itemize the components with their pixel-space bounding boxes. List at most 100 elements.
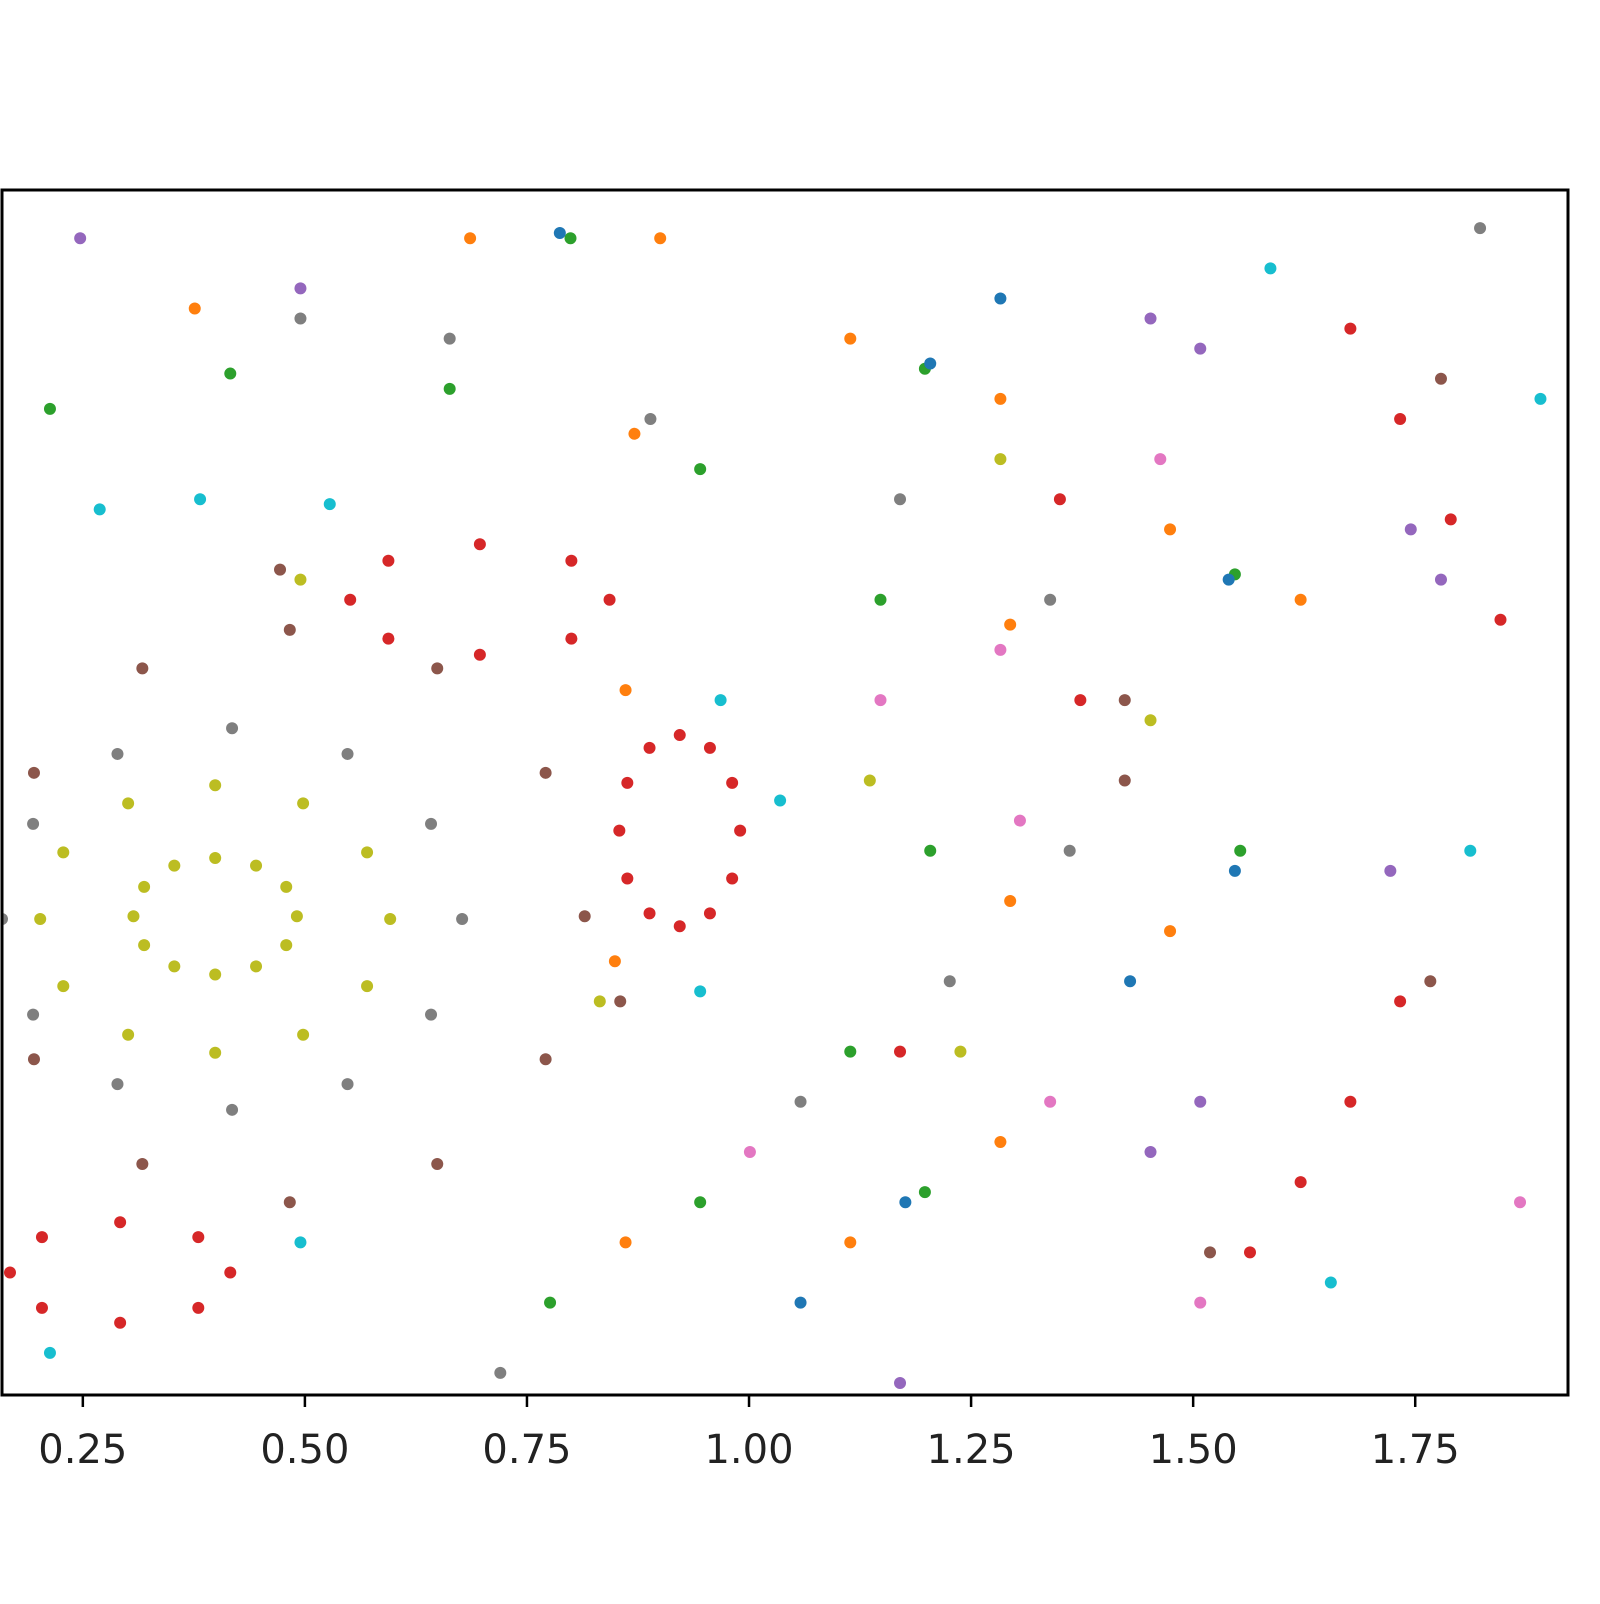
point [1394,995,1407,1008]
point [294,573,307,586]
point [35,1301,48,1314]
point [136,1158,149,1171]
point [1394,412,1407,425]
x-tick-label: 1.75 [1371,1427,1460,1473]
point [443,332,456,345]
point [93,503,106,516]
point [794,1296,807,1309]
point [1124,975,1137,988]
point [294,1236,307,1249]
point [136,662,149,675]
point [114,1316,127,1329]
point [943,975,956,988]
point [1194,1095,1207,1108]
point [111,1078,124,1091]
point [1063,844,1076,857]
point [673,729,686,742]
point [1154,453,1167,466]
point [344,593,357,606]
point [1222,573,1235,586]
point [57,846,70,859]
point [844,332,857,345]
point [774,794,787,807]
point [1464,844,1477,857]
point [1118,774,1131,787]
point [43,402,56,415]
point [1324,1276,1337,1289]
point [1044,1095,1057,1108]
point [192,1231,205,1244]
point [209,1046,222,1059]
point [1013,814,1026,827]
point [544,1296,557,1309]
point [894,493,907,506]
point [27,1053,40,1066]
point [874,694,887,707]
point [994,392,1007,405]
point [1424,975,1437,988]
point [35,1231,48,1244]
point [553,226,566,239]
point [613,824,626,837]
point [1044,593,1057,606]
point [743,1145,756,1158]
point [1144,714,1157,727]
point [1204,1246,1217,1259]
point [297,797,310,810]
point [874,593,887,606]
point [1144,1145,1157,1158]
point [1404,523,1417,536]
point [138,880,151,893]
point [954,1045,967,1058]
point [280,939,293,952]
point [794,1095,807,1108]
point [654,232,667,245]
point [643,907,656,920]
point [1534,392,1547,405]
point [1244,1246,1257,1259]
point [1228,864,1241,877]
point [863,774,876,787]
point [250,859,263,872]
point [643,741,656,754]
point [726,776,739,789]
point [34,913,47,926]
point [431,662,444,675]
point [361,980,374,993]
point [456,913,469,926]
point [603,593,616,606]
point [168,859,181,872]
point [564,232,577,245]
point [1514,1196,1527,1209]
point [443,382,456,395]
point [894,1045,907,1058]
point [1234,844,1247,857]
point [628,427,641,440]
point [280,880,293,893]
point [994,453,1007,466]
point [425,1008,438,1021]
point [694,1196,707,1209]
point [593,995,606,1008]
point [226,722,239,735]
point [57,980,70,993]
point [74,232,87,245]
point [1144,312,1157,325]
x-tick-label: 1.25 [927,1427,1016,1473]
point [27,766,40,779]
point [224,367,237,380]
point [1344,322,1357,335]
point [1384,864,1397,877]
point [361,846,374,859]
point [341,1078,354,1091]
point [127,910,140,923]
point [918,1186,931,1199]
point [539,766,552,779]
point [192,1301,205,1314]
point [694,463,707,476]
point [194,493,207,506]
point [283,1196,296,1209]
point [274,563,287,576]
point [994,643,1007,656]
